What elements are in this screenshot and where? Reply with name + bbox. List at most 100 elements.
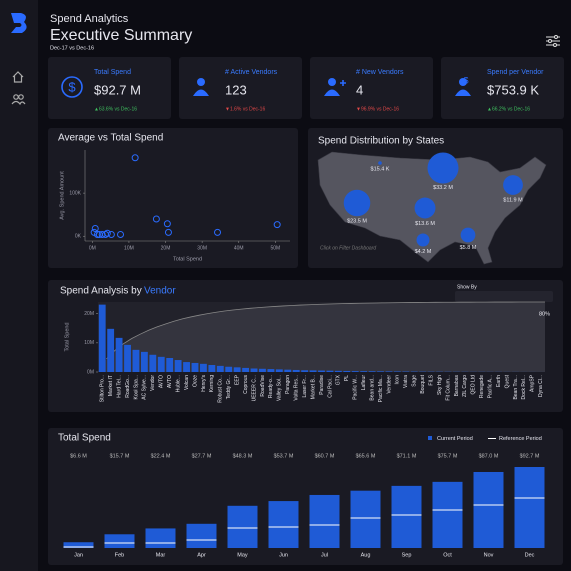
chart-title: Total Spend [58, 433, 111, 444]
vendor-bar[interactable] [275, 369, 283, 372]
kpi-icon [328, 78, 336, 86]
month-bar[interactable] [186, 523, 217, 548]
scatter-point [273, 221, 281, 229]
x-tick-label: Pacific Ma... [378, 375, 384, 402]
vendor-bar[interactable] [166, 358, 174, 372]
month-bar[interactable] [63, 542, 94, 548]
kpi-title: # Active Vendors [225, 69, 278, 76]
vendor-bar[interactable] [107, 328, 115, 372]
x-tick-label: EEP [234, 374, 240, 385]
vendor-bar[interactable] [284, 369, 292, 372]
vendor-bar[interactable] [292, 369, 300, 372]
vendor-bar[interactable] [124, 344, 131, 372]
vendor-bar[interactable] [334, 370, 342, 372]
value-label: $15.7 M [110, 453, 130, 459]
vendor-bar[interactable] [98, 304, 106, 372]
month-bar[interactable] [104, 534, 135, 548]
x-tick-label: RoadVise [260, 375, 266, 397]
map-note: Click on Filter Dashboard [320, 245, 376, 251]
vendor-bar[interactable] [301, 370, 309, 372]
vendor-bar[interactable] [343, 370, 351, 372]
cumulative-area [98, 302, 545, 372]
bubble-label: $5.8 M [460, 245, 477, 251]
scatter-point [117, 231, 125, 239]
vendor-bar[interactable] [200, 363, 207, 372]
month-bar[interactable] [145, 528, 176, 548]
vendor-bar[interactable] [132, 349, 140, 372]
state-bubble[interactable] [427, 152, 459, 184]
vendor-bar[interactable] [174, 360, 182, 372]
filter-icon[interactable] [546, 35, 560, 47]
value-label: $65.6 M [356, 453, 376, 459]
x-tick-label: Pacific W... [353, 375, 359, 400]
vendor-bar[interactable] [250, 368, 258, 373]
vendor-bar[interactable] [183, 362, 190, 372]
vendor-bar[interactable] [225, 366, 233, 372]
x-tick-label: Market IT [108, 375, 114, 396]
vendor-bar[interactable] [385, 371, 393, 372]
month-bar[interactable] [309, 494, 340, 548]
scatter-panel [48, 128, 298, 268]
x-tick-label: Volcan [184, 375, 190, 390]
value-label: $87.0 M [479, 453, 499, 459]
vendor-bar[interactable] [149, 354, 157, 372]
vendor-bar[interactable] [140, 351, 148, 372]
state-bubble[interactable] [414, 197, 436, 219]
vendor-bar[interactable] [326, 370, 334, 372]
vendor-bar[interactable] [368, 371, 376, 372]
scatter-point [93, 231, 101, 239]
vendor-bar[interactable] [157, 356, 165, 372]
x-tick-label: ZIL Cargo [462, 375, 468, 397]
logo[interactable] [11, 13, 27, 33]
vendor-bar[interactable] [208, 365, 216, 372]
kpi-delta: ▼1.6% vs Dec-16 [225, 106, 265, 112]
month-bar[interactable] [514, 467, 545, 548]
control-label: Show By [457, 284, 477, 290]
users-icon[interactable] [11, 94, 26, 106]
x-tick-label: Teddy Gr... [226, 375, 232, 399]
pareto-annotation: 80% [539, 311, 550, 317]
state-bubble[interactable] [416, 233, 430, 247]
x-axis-title: Total Spend [173, 256, 202, 262]
value-label: $92.7 M [520, 453, 540, 459]
vendor-bar[interactable] [393, 371, 401, 372]
scatter-point [91, 224, 99, 232]
kpi-card [310, 57, 433, 119]
vendor-bar[interactable] [318, 370, 325, 372]
vendor-bar[interactable] [115, 337, 123, 372]
month-bar[interactable] [473, 471, 504, 548]
vendor-bar[interactable] [267, 369, 275, 372]
month-bar[interactable] [391, 485, 422, 548]
show-by-dropdown[interactable] [455, 291, 553, 302]
state-bubble[interactable] [343, 189, 371, 217]
scatter-point [131, 154, 139, 162]
x-tick-label: Jul [321, 552, 328, 558]
kpi-icon [193, 89, 209, 96]
vendor-bar[interactable] [233, 367, 241, 372]
legend-label: Reference Period [499, 436, 542, 442]
value-label: $60.7 M [315, 453, 335, 459]
x-tick-label: Bouquet [420, 374, 426, 393]
state-bubble[interactable] [460, 227, 476, 243]
vendor-bar[interactable] [309, 370, 317, 372]
month-bar[interactable] [268, 501, 299, 548]
page-subtitle: Dec-17 vs Dec-16 [50, 45, 94, 51]
month-bar[interactable] [350, 490, 381, 548]
vendor-bar[interactable] [191, 362, 199, 372]
vendor-bar[interactable] [259, 368, 266, 372]
vendor-bar[interactable] [242, 367, 250, 372]
state-bubble[interactable] [378, 161, 382, 165]
vendor-bar[interactable] [360, 371, 368, 372]
vendor-bar[interactable] [351, 371, 359, 372]
state-bubble[interactable] [503, 175, 523, 195]
home-icon[interactable] [12, 71, 24, 83]
x-tick-label: Henry's [201, 375, 207, 392]
x-tick-label: Quest [504, 374, 510, 388]
vendor-bar[interactable] [216, 365, 224, 372]
x-tick-label: Pacific A... [488, 375, 494, 398]
month-bar[interactable] [227, 505, 258, 548]
kpi-title: Spend per Vendor [487, 69, 544, 76]
month-bar[interactable] [432, 481, 463, 548]
x-tick-label: Dec [525, 552, 535, 558]
vendor-bar[interactable] [377, 371, 384, 372]
